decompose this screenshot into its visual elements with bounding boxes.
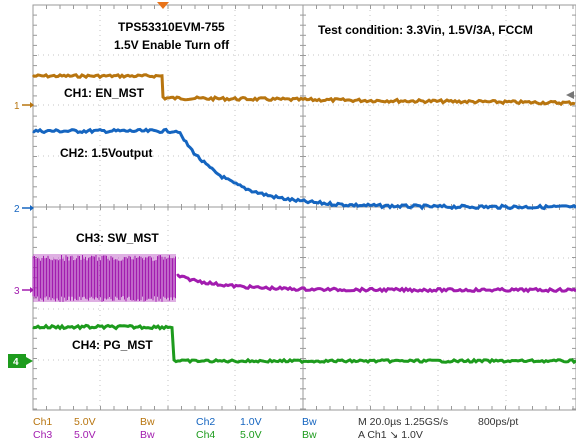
scope-title: TPS53310EVM-755 [118, 20, 225, 34]
ch2-ground-marker-label: 2 [14, 204, 20, 215]
ch2-ground-marker-tip [30, 205, 34, 211]
ch1-ground-marker-tip [30, 102, 34, 108]
ch2-label: CH2: 1.5Voutput [60, 146, 153, 160]
test-condition: Test condition: 3.3Vin, 1.5V/3A, FCCM [318, 23, 533, 37]
trigger-setting: A Ch1 ↘ 1.0V [358, 429, 423, 441]
record-resolution: 800ps/pt [478, 416, 519, 428]
ch4-ground-marker-box [8, 354, 26, 368]
ch2-scale: 1.0V [240, 416, 262, 428]
scope-subtitle: 1.5V Enable Turn off [114, 38, 230, 52]
ch1-bandwidth: Bw [140, 416, 155, 428]
ch1-name: Ch1 [33, 416, 53, 428]
ch4-ground-marker-tip [26, 357, 33, 365]
timebase: M 20.0µs 1.25GS/s [358, 416, 449, 428]
trigger-level-marker [566, 91, 574, 99]
ch2-name: Ch2 [196, 416, 216, 428]
ch3-switching-edges [32, 255, 176, 302]
ch3-scale: 5.0V [74, 429, 96, 441]
trigger-position-marker [157, 2, 169, 9]
ch3-bandwidth: Bw [140, 429, 155, 441]
ch2-bandwidth: Bw [302, 416, 317, 428]
ch1-trace [31, 73, 576, 107]
ch4-scale: 5.0V [240, 429, 262, 441]
ch4-trace [32, 323, 576, 365]
ch3-name: Ch3 [33, 429, 53, 441]
ch4-ground-marker-label: 4 [13, 357, 19, 368]
waveform-traces [31, 73, 576, 365]
ch4-label: CH4: PG_MST [72, 338, 153, 352]
channel-markers: 1 2 3 4 [8, 91, 574, 368]
ch3-label: CH3: SW_MST [76, 231, 159, 245]
ch3-ground-marker-label: 3 [14, 286, 20, 297]
ch2-trace [32, 127, 576, 211]
status-bar: Ch1 5.0V Bw Ch2 1.0V Bw M 20.0µs 1.25GS/… [0, 412, 576, 441]
ch3-trace [176, 273, 576, 294]
ch1-ground-marker-label: 1 [14, 101, 20, 112]
ch1-scale: 5.0V [74, 416, 96, 428]
ch3-ground-marker-tip [30, 287, 34, 293]
ch1-label: CH1: EN_MST [64, 86, 145, 100]
ch4-name: Ch4 [196, 429, 216, 441]
ch4-bandwidth: Bw [302, 429, 317, 441]
